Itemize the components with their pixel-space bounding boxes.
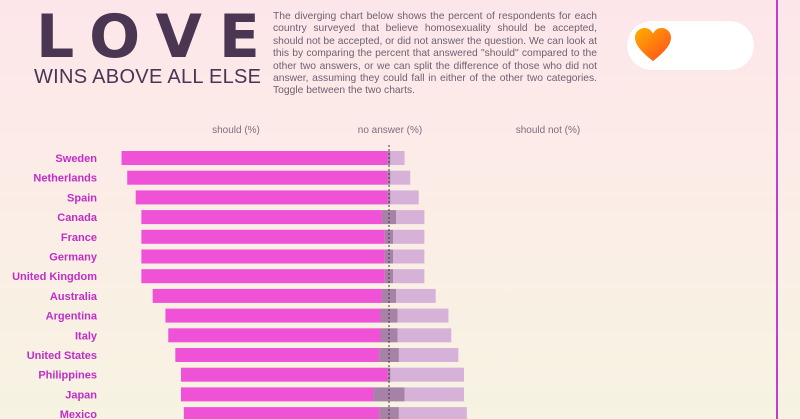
chart-toggle-button[interactable] bbox=[627, 21, 754, 70]
bar-should-2[interactable] bbox=[135, 190, 388, 205]
bar-should-not-9[interactable] bbox=[397, 328, 452, 343]
country-label-12: Japan bbox=[65, 389, 97, 401]
bar-should-6[interactable] bbox=[141, 269, 385, 284]
bar-no-answer-6[interactable] bbox=[384, 269, 394, 284]
accent-divider bbox=[776, 0, 778, 419]
bar-should-12[interactable] bbox=[180, 387, 374, 402]
bar-should-not-7[interactable] bbox=[396, 288, 436, 303]
bar-should-not-2[interactable] bbox=[390, 190, 419, 205]
bar-should-1[interactable] bbox=[127, 170, 388, 185]
bar-should-not-4[interactable] bbox=[393, 229, 425, 244]
page-title: LOVE bbox=[36, 2, 277, 72]
bar-should-5[interactable] bbox=[141, 249, 385, 264]
country-label-9: Italy bbox=[75, 330, 98, 342]
heart-icon bbox=[635, 27, 671, 62]
bar-should-8[interactable] bbox=[165, 308, 381, 323]
bar-no-answer-9[interactable] bbox=[380, 328, 398, 343]
country-label-0: Sweden bbox=[55, 153, 97, 165]
column-header-1: no answer (%) bbox=[358, 125, 422, 136]
bar-should-4[interactable] bbox=[141, 229, 385, 244]
page-subtitle: WINS ABOVE ALL ELSE bbox=[34, 66, 262, 88]
bar-should-3[interactable] bbox=[141, 210, 382, 225]
bar-should-not-13[interactable] bbox=[398, 407, 467, 419]
chart-description: The diverging chart below shows the perc… bbox=[273, 11, 597, 97]
bar-no-answer-7[interactable] bbox=[381, 288, 397, 303]
country-label-1: Netherlands bbox=[33, 173, 97, 185]
bar-should-7[interactable] bbox=[152, 288, 382, 303]
country-label-8: Argentina bbox=[46, 311, 98, 323]
bar-should-not-0[interactable] bbox=[390, 151, 405, 165]
country-label-2: Spain bbox=[67, 192, 97, 204]
country-label-13: Mexico bbox=[60, 409, 98, 419]
country-label-3: Canada bbox=[57, 212, 98, 224]
bar-should-10[interactable] bbox=[175, 348, 380, 362]
column-header-0: should (%) bbox=[212, 125, 260, 136]
bar-no-answer-5[interactable] bbox=[384, 249, 394, 264]
bar-should-9[interactable] bbox=[168, 328, 381, 343]
bar-should-13[interactable] bbox=[183, 407, 380, 419]
country-label-10: United States bbox=[27, 350, 97, 362]
bar-should-not-5[interactable] bbox=[393, 249, 425, 264]
country-label-11: Philippines bbox=[38, 370, 97, 382]
bar-should-not-1[interactable] bbox=[390, 170, 411, 185]
country-label-4: France bbox=[61, 232, 97, 244]
country-label-6: United Kingdom bbox=[12, 271, 97, 283]
bar-should-not-12[interactable] bbox=[404, 387, 464, 402]
bar-should-11[interactable] bbox=[180, 367, 388, 382]
bar-should-not-10[interactable] bbox=[398, 348, 459, 362]
column-header-2: should not (%) bbox=[516, 125, 580, 136]
bar-should-not-11[interactable] bbox=[390, 367, 464, 382]
country-label-7: Australia bbox=[50, 291, 98, 303]
bar-should-0[interactable] bbox=[121, 151, 388, 165]
bar-should-not-6[interactable] bbox=[393, 269, 425, 284]
country-label-5: Germany bbox=[49, 252, 98, 264]
bar-no-answer-4[interactable] bbox=[384, 229, 394, 244]
bar-no-answer-8[interactable] bbox=[380, 308, 398, 323]
bar-should-not-3[interactable] bbox=[396, 210, 425, 225]
bar-should-not-8[interactable] bbox=[397, 308, 449, 323]
